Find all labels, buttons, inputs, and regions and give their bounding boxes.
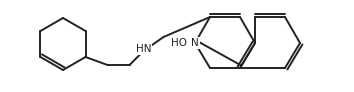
Text: N: N bbox=[191, 38, 199, 48]
Text: HN: HN bbox=[136, 44, 151, 54]
Text: HO: HO bbox=[171, 38, 187, 48]
